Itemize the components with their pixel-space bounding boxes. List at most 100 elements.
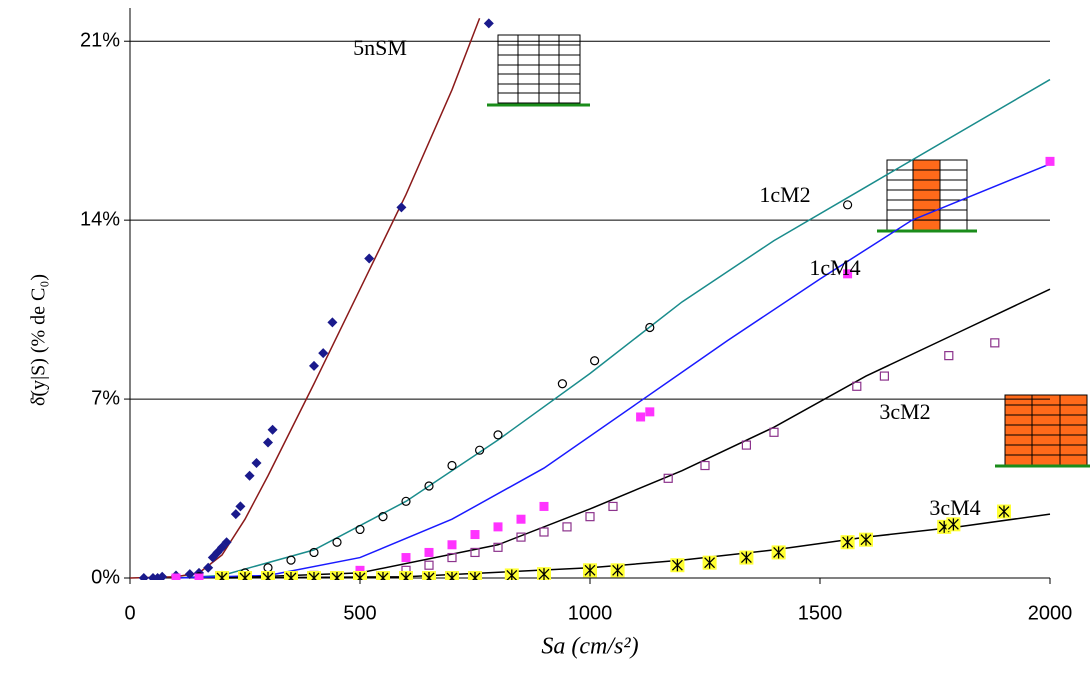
marker bbox=[138, 573, 149, 580]
marker-star bbox=[262, 572, 274, 580]
marker bbox=[610, 563, 625, 578]
marker bbox=[493, 542, 503, 552]
x-axis-title: Sa (cm/s²) bbox=[541, 634, 638, 660]
marker bbox=[447, 460, 457, 471]
y-tick-label: 21% bbox=[80, 30, 120, 52]
marker bbox=[670, 558, 685, 573]
marker bbox=[251, 457, 262, 468]
marker bbox=[470, 530, 480, 540]
marker bbox=[537, 567, 551, 580]
fit-line bbox=[175, 78, 1051, 579]
marker bbox=[424, 547, 434, 557]
marker bbox=[445, 571, 459, 580]
marker bbox=[309, 547, 319, 558]
marker bbox=[946, 517, 961, 532]
marker bbox=[447, 552, 457, 563]
x-tick-label: 1000 bbox=[568, 602, 613, 624]
marker bbox=[396, 202, 407, 213]
marker bbox=[401, 553, 411, 563]
marker bbox=[376, 571, 390, 580]
marker-star bbox=[506, 569, 518, 580]
series-label: 3cM4 bbox=[929, 495, 980, 520]
marker bbox=[769, 427, 779, 437]
x-tick-label: 2000 bbox=[1028, 602, 1073, 624]
series-label: 1cM2 bbox=[759, 182, 810, 207]
marker bbox=[879, 371, 890, 381]
marker bbox=[171, 573, 181, 580]
marker bbox=[739, 550, 754, 565]
marker-star bbox=[740, 551, 752, 564]
marker bbox=[332, 537, 342, 547]
series-label: 1cM4 bbox=[809, 255, 860, 280]
marker bbox=[585, 512, 595, 522]
x-tick-label: 500 bbox=[343, 602, 376, 624]
marker bbox=[244, 470, 255, 481]
marker-star bbox=[584, 564, 596, 577]
marker bbox=[475, 445, 485, 455]
marker bbox=[771, 545, 786, 560]
marker bbox=[401, 496, 411, 506]
series-label: 5nSM bbox=[353, 35, 407, 60]
marker-star bbox=[704, 556, 716, 569]
marker bbox=[424, 560, 434, 570]
marker-star bbox=[538, 568, 550, 580]
marker bbox=[470, 547, 480, 558]
marker bbox=[493, 430, 503, 440]
fit-line bbox=[130, 17, 481, 579]
marker-star bbox=[998, 505, 1010, 518]
building-icon bbox=[487, 34, 590, 107]
fit-line bbox=[221, 288, 1051, 579]
marker bbox=[852, 381, 862, 391]
marker-star bbox=[285, 572, 297, 580]
marker bbox=[608, 501, 618, 512]
marker-star bbox=[239, 572, 251, 580]
marker bbox=[221, 537, 232, 548]
marker bbox=[702, 555, 717, 570]
marker bbox=[663, 473, 673, 483]
marker bbox=[589, 356, 600, 366]
marker bbox=[636, 412, 646, 422]
marker bbox=[562, 522, 572, 532]
marker-star bbox=[331, 572, 343, 580]
marker bbox=[516, 514, 526, 524]
marker-star bbox=[216, 572, 228, 580]
marker-star bbox=[423, 572, 435, 580]
marker bbox=[424, 481, 434, 491]
marker bbox=[355, 524, 365, 535]
marker bbox=[184, 569, 195, 580]
marker bbox=[238, 571, 252, 580]
marker-star bbox=[308, 572, 320, 580]
marker bbox=[944, 351, 954, 361]
marker bbox=[997, 504, 1011, 519]
marker bbox=[194, 573, 204, 580]
marker bbox=[307, 571, 321, 580]
marker bbox=[330, 571, 344, 580]
marker bbox=[318, 348, 329, 359]
marker bbox=[309, 360, 319, 371]
marker bbox=[378, 512, 388, 522]
marker bbox=[286, 555, 296, 565]
marker bbox=[483, 18, 494, 29]
x-tick-label: 0 bbox=[124, 602, 135, 624]
marker-star bbox=[469, 572, 481, 580]
marker bbox=[353, 571, 367, 580]
marker bbox=[843, 269, 853, 279]
marker bbox=[1045, 156, 1055, 166]
marker bbox=[364, 253, 375, 264]
marker bbox=[468, 571, 482, 580]
marker bbox=[741, 440, 752, 450]
marker bbox=[840, 535, 855, 550]
fit-line bbox=[221, 513, 1051, 579]
y-axis-title: δ̄(y|S) (% de C₀) bbox=[28, 274, 50, 406]
marker-star bbox=[671, 559, 683, 572]
marker bbox=[263, 437, 273, 448]
marker bbox=[539, 501, 549, 511]
marker bbox=[700, 460, 710, 471]
marker-star bbox=[446, 572, 458, 580]
fit-line bbox=[175, 163, 1051, 579]
marker-star bbox=[773, 546, 785, 559]
marker bbox=[557, 379, 568, 389]
marker bbox=[157, 571, 168, 580]
x-tick-label: 1500 bbox=[798, 602, 843, 624]
